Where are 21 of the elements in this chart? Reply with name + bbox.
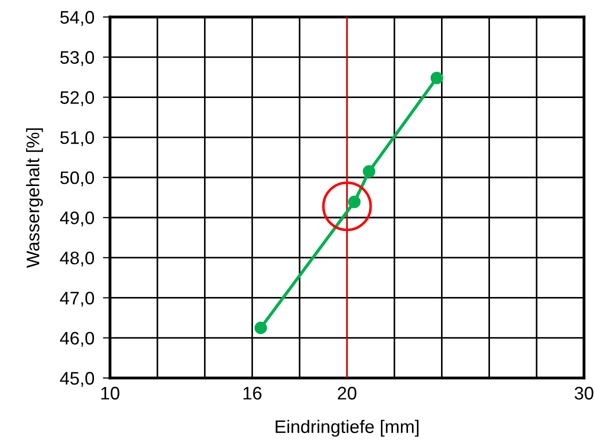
y-axis-title: Wassergehalt [%] — [26, 128, 43, 268]
y-tick-label: 49,0 — [60, 211, 94, 226]
y-tick-label: 50,0 — [60, 171, 94, 186]
y-tick-label: 47,0 — [60, 292, 94, 307]
y-tick-label: 48,0 — [60, 252, 94, 267]
y-tick-label: 46,0 — [60, 332, 94, 347]
x-tick-label: 10 — [101, 386, 120, 400]
x-axis-title: Eindringtiefe [mm] — [276, 420, 418, 437]
point — [430, 72, 444, 84]
y-tick-label: 52,0 — [60, 91, 94, 106]
y-tick-label: 54,0 — [60, 10, 94, 26]
x-tick-label: 30 — [574, 386, 594, 400]
point — [348, 196, 361, 208]
y-tick-label: 51,0 — [60, 131, 94, 146]
point — [362, 165, 376, 178]
point — [322, 181, 372, 232]
point — [254, 322, 267, 334]
y-tick-label: 53,0 — [60, 51, 94, 66]
x-tick-label: 16 — [244, 386, 262, 400]
x-tick-label: 20 — [338, 386, 356, 400]
y-tick-label: 45,0 — [60, 372, 94, 387]
